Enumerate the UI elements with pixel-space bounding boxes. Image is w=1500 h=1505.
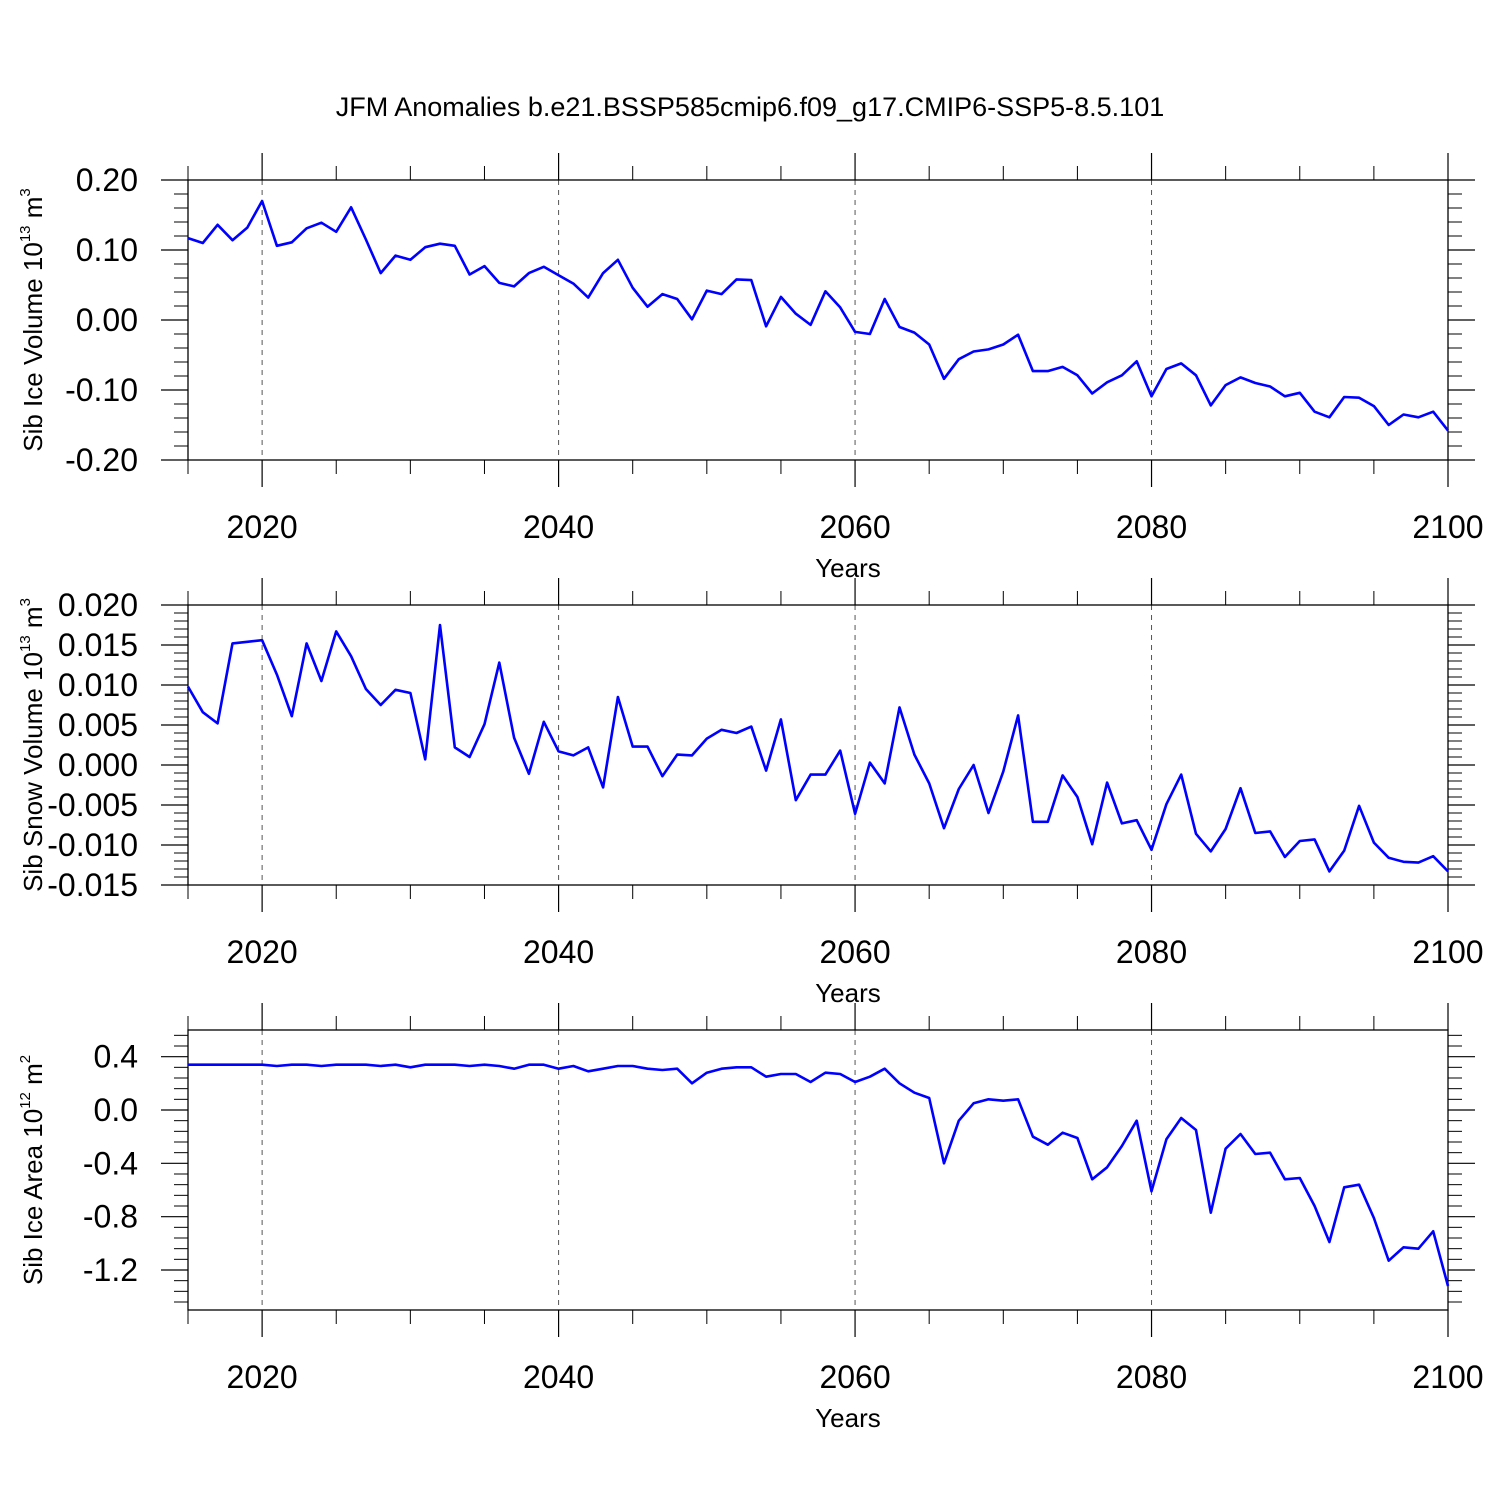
y-tick-label: 0.0 xyxy=(94,1092,138,1128)
series-line xyxy=(188,201,1448,431)
chart-panel-2: 2020 2040 2060 2080 2100 0.020 0.015 0.010 0.005… xyxy=(17,578,1484,1008)
y-tick-label: -1.2 xyxy=(83,1252,138,1288)
y-tick-label: 0.000 xyxy=(58,747,138,783)
x-tick-label: 2020 xyxy=(227,1359,298,1395)
y-axis-title-unit: m xyxy=(18,606,48,635)
y-axis-title-unit-exponent: 3 xyxy=(17,598,34,606)
y-axis-title-text: Sib Snow Volume 10 xyxy=(18,652,48,892)
y-tick-label: 0.015 xyxy=(58,627,138,663)
x-tick-label: 2060 xyxy=(819,934,890,970)
plot-frame xyxy=(188,605,1448,885)
x-tick-label: 2060 xyxy=(819,509,890,545)
x-axis-title: Years xyxy=(815,1403,881,1433)
y-tick-label: -0.20 xyxy=(65,442,138,478)
y-axis-title-unit: m xyxy=(18,197,48,226)
y-tick-label: -0.005 xyxy=(47,787,138,823)
x-tick-label: 2100 xyxy=(1412,1359,1483,1395)
plot-frame xyxy=(188,1030,1448,1310)
x-tick-label: 2040 xyxy=(523,509,594,545)
y-axis-title-exponent: 13 xyxy=(17,225,34,242)
figure-title: JFM Anomalies b.e21.BSSP585cmip6.f09_g17… xyxy=(336,92,1164,122)
plot-frame xyxy=(188,180,1448,460)
y-tick-label: 0.005 xyxy=(58,707,138,743)
x-tick-label: 2080 xyxy=(1116,509,1187,545)
y-tick-label: 0.20 xyxy=(76,162,138,198)
y-tick-label: -0.015 xyxy=(47,867,138,903)
series-line xyxy=(188,1065,1448,1286)
x-tick-label: 2080 xyxy=(1116,934,1187,970)
y-axis-title-unit-exponent: 3 xyxy=(17,188,34,196)
x-tick-label: 2020 xyxy=(227,509,298,545)
y-axis-title-exponent: 13 xyxy=(17,635,34,652)
x-axis-title: Years xyxy=(815,553,881,583)
y-tick-label: -0.010 xyxy=(47,827,138,863)
y-axis-title: Sib Ice Volume 1013 m3 xyxy=(17,188,48,452)
x-tick-label: 2100 xyxy=(1412,934,1483,970)
chart-panel-1: 2020 2040 2060 2080 2100 0.20 0.10 0.00 -0.10 -0.… xyxy=(17,153,1484,583)
y-tick-label: -0.4 xyxy=(83,1145,138,1181)
x-axis-title: Years xyxy=(815,978,881,1008)
y-tick-label: -0.8 xyxy=(83,1199,138,1235)
y-axis-title: Sib Ice Area 1012 m2 xyxy=(17,1055,48,1285)
y-tick-label: 0.010 xyxy=(58,667,138,703)
y-axis-title-unit: m xyxy=(18,1063,48,1092)
x-tick-label: 2080 xyxy=(1116,1359,1187,1395)
y-axis-title: Sib Snow Volume 1013 m3 xyxy=(17,598,48,892)
y-axis-title-unit-exponent: 2 xyxy=(17,1055,34,1063)
y-axis-title-text: Sib Ice Area 10 xyxy=(18,1109,48,1285)
series-line xyxy=(188,625,1448,871)
x-tick-label: 2040 xyxy=(523,1359,594,1395)
y-axis-title-exponent: 12 xyxy=(17,1092,34,1109)
x-tick-label: 2060 xyxy=(819,1359,890,1395)
y-tick-label: -0.10 xyxy=(65,372,138,408)
chart-panel-3: 2020 2040 2060 2080 2100 0.4 0.0 -0.4 -0.8 -1.2 Ye… xyxy=(17,1003,1484,1433)
y-tick-label: 0.10 xyxy=(76,232,138,268)
x-tick-label: 2040 xyxy=(523,934,594,970)
chart-panels: 2020 2040 2060 2080 2100 0.20 0.10 0.00 -0.10 -0.… xyxy=(17,153,1484,1433)
y-tick-label: 0.020 xyxy=(58,587,138,623)
x-tick-label: 2100 xyxy=(1412,509,1483,545)
x-tick-label: 2020 xyxy=(227,934,298,970)
y-axis-title-text: Sib Ice Volume 10 xyxy=(18,242,48,452)
y-tick-label: 0.4 xyxy=(94,1039,138,1075)
y-tick-label: 0.00 xyxy=(76,302,138,338)
